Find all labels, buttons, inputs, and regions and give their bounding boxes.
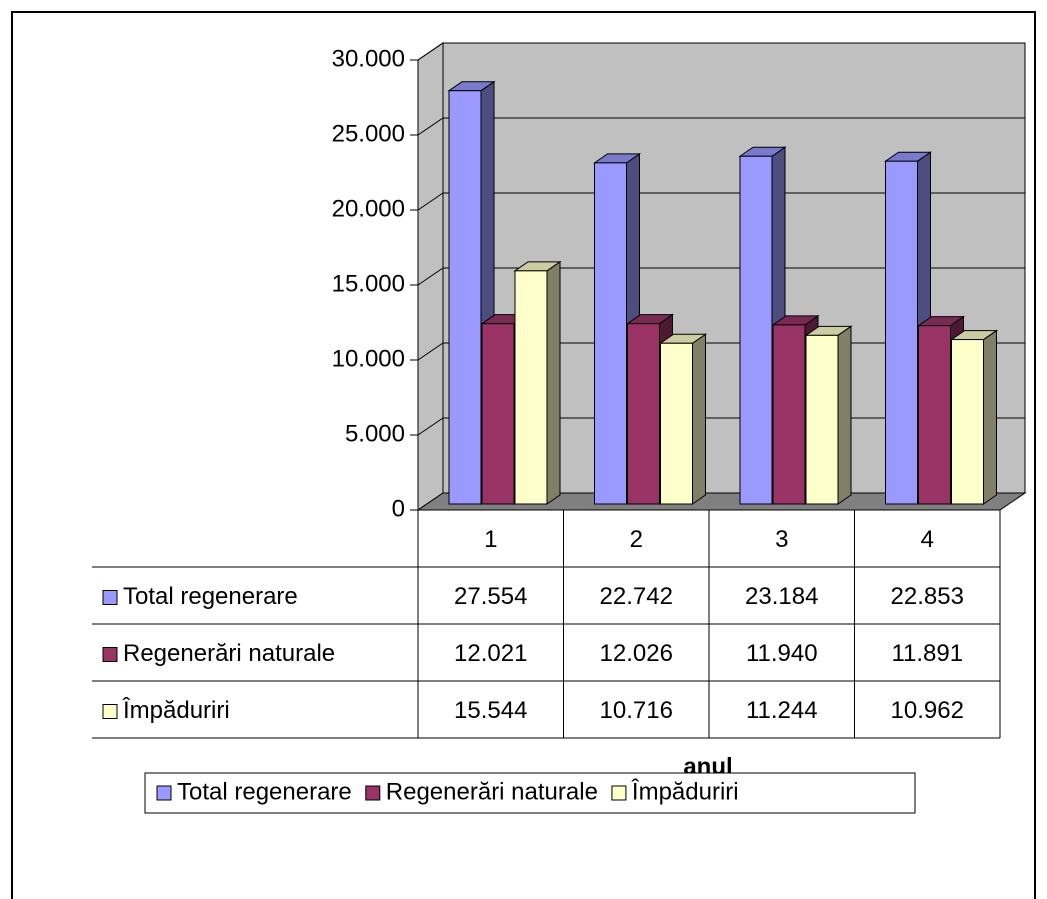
y-tick-label: 5.000 bbox=[345, 420, 405, 447]
data-label: 12.026 bbox=[600, 640, 673, 667]
y-tick-label: 0 bbox=[392, 495, 405, 522]
bar bbox=[627, 323, 660, 505]
bar bbox=[514, 270, 548, 505]
data-label: 22.853 bbox=[891, 583, 964, 610]
bar bbox=[481, 323, 515, 505]
legend-swatch bbox=[102, 590, 118, 605]
bar bbox=[594, 162, 627, 505]
data-label: 11.891 bbox=[891, 640, 963, 667]
y-tick-label: 10.000 bbox=[332, 345, 405, 372]
x-tick-label: 1 bbox=[484, 526, 497, 553]
bar-side bbox=[837, 325, 852, 505]
bar-side bbox=[692, 333, 706, 505]
legend-swatch bbox=[365, 785, 381, 801]
y-tick-label: 15.000 bbox=[332, 270, 405, 297]
bar bbox=[660, 342, 693, 505]
data-label: 27.554 bbox=[454, 583, 527, 610]
bar bbox=[739, 155, 773, 505]
y-tick-label: 25.000 bbox=[332, 120, 405, 147]
y-tick-label: 20.000 bbox=[332, 195, 405, 222]
bar bbox=[885, 160, 918, 505]
x-tick-label: 4 bbox=[921, 526, 934, 553]
legend-box bbox=[144, 772, 916, 814]
legend-swatch bbox=[102, 704, 118, 719]
bar bbox=[918, 325, 951, 505]
table-row-label: Împăduriri bbox=[122, 697, 230, 724]
data-label: 22.742 bbox=[600, 583, 673, 610]
legend-swatch bbox=[611, 785, 627, 801]
bar bbox=[951, 339, 984, 505]
bar bbox=[772, 324, 806, 505]
data-label: 11.244 bbox=[746, 697, 818, 724]
data-label: 11.940 bbox=[746, 640, 818, 667]
legend-label: Împăduriri bbox=[631, 778, 739, 805]
legend-swatch bbox=[102, 647, 118, 662]
legend-label: Total regenerare bbox=[177, 778, 352, 805]
bar bbox=[805, 334, 839, 505]
x-tick-label: 3 bbox=[775, 526, 788, 553]
legend-swatch bbox=[156, 785, 172, 801]
grid-line bbox=[417, 267, 1025, 286]
bar-side bbox=[983, 329, 997, 505]
grid-line bbox=[417, 42, 1025, 61]
bar bbox=[448, 90, 482, 505]
grid-line bbox=[417, 117, 1025, 136]
table-row-label: Regenerări naturale bbox=[123, 640, 335, 667]
grid-line bbox=[417, 192, 1025, 211]
bar-side bbox=[546, 260, 561, 505]
x-tick-label: 2 bbox=[630, 526, 643, 553]
data-label: 15.544 bbox=[454, 697, 527, 724]
data-label: 10.962 bbox=[891, 697, 964, 724]
data-label: 10.716 bbox=[600, 697, 673, 724]
y-tick-label: 30.000 bbox=[332, 45, 405, 72]
data-label: 23.184 bbox=[745, 583, 818, 610]
legend-label: Regenerări naturale bbox=[386, 778, 598, 805]
table-row-label: Total regenerare bbox=[123, 583, 298, 610]
data-label: 12.021 bbox=[454, 640, 527, 667]
